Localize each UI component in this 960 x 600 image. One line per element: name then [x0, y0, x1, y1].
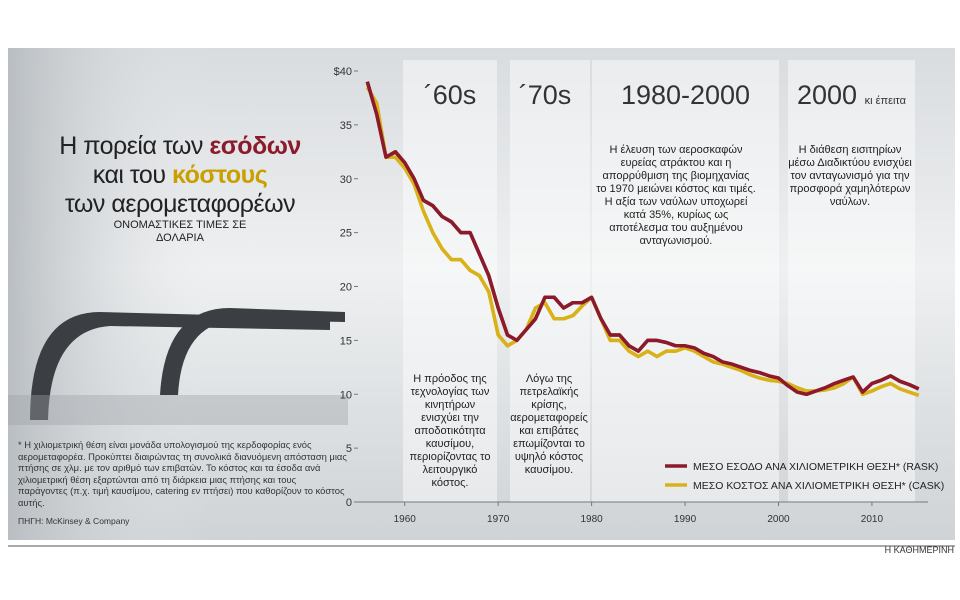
y-tick-label: 20	[340, 282, 352, 294]
title-text: κόστους	[171, 161, 268, 189]
series-line	[365, 81, 920, 397]
period-heading: 2000 κι έπειτα	[788, 80, 915, 111]
period-note: Η διάθεση εισιτηρίων μέσω Διαδικτύου ενι…	[788, 144, 912, 208]
x-tick-label: 2000	[767, 514, 790, 525]
x-tick-label: 1970	[487, 514, 510, 525]
period-heading-text: ´60s	[423, 80, 477, 110]
walkway	[8, 395, 348, 425]
y-tick-label: 25	[340, 228, 352, 240]
y-tick-label: 35	[340, 120, 352, 132]
period-heading-text: 1980-2000	[620, 80, 751, 110]
y-tick-label: 10	[340, 389, 352, 401]
period-heading: ´70s	[505, 80, 585, 111]
subtitle: ΟΝΟΜΑΣΤΙΚΕΣ ΤΙΜΕΣ ΣΕ ΔΟΛΑΡΙΑ	[113, 219, 247, 244]
x-tick-label: 1980	[580, 514, 603, 525]
y-tick-label: 30	[340, 174, 352, 186]
series-line	[365, 86, 920, 397]
period-note: Η έλευση των αεροσκαφών ευρείας ατράκτου…	[596, 144, 756, 247]
title: Η πορεία των εσόδων και του κόστους των αε…	[20, 132, 340, 219]
period-note: Η πρόοδος της τεχνολογίας των κινητήρων …	[409, 373, 491, 489]
title-text: εσόδων	[209, 132, 301, 160]
escalator	[30, 312, 330, 420]
period-band	[788, 60, 915, 502]
y-tick-label: 5	[346, 443, 352, 455]
source: ΠΗΓΗ: McKinsey & Company	[18, 516, 130, 526]
y-tick-label: 15	[340, 335, 352, 347]
period-note: Λόγω της πετρελαϊκής κρίσης, αερομεταφορ…	[510, 373, 588, 476]
footnote: * Η χιλιομετρική θέση είναι μονάδα υπολο…	[18, 439, 347, 508]
period-heading: 1980-2000	[592, 80, 779, 111]
x-tick-label: 2010	[861, 514, 884, 525]
period-subheading: κι έπειτα	[864, 95, 906, 107]
credit: Η ΚΑΘΗΜΕΡΙΝΗ	[884, 545, 954, 555]
period-heading: ´60s	[403, 80, 497, 111]
period-band	[510, 60, 590, 502]
y-tick-label: $40	[334, 66, 352, 78]
period-heading-text: 2000	[797, 80, 858, 110]
legend-label: ΜΕΣΟ ΕΣΟΔΟ ΑΝΑ ΧΙΛΙΟΜΕΤΡΙΚΗ ΘΕΣΗ* (RASK)	[693, 461, 938, 473]
period-band	[592, 60, 779, 502]
title-text: Η πορεία των	[59, 132, 203, 160]
y-tick-label: 0	[346, 497, 352, 509]
title-text: και του	[92, 161, 166, 189]
x-tick-label: 1960	[394, 514, 417, 525]
x-tick-label: 1990	[674, 514, 697, 525]
period-heading-text: ´70s	[518, 80, 572, 110]
legend-label: ΜΕΣΟ ΚΟΣΤΟΣ ΑΝΑ ΧΙΛΙΟΜΕΤΡΙΚΗ ΘΕΣΗ* (CASK…	[693, 480, 944, 492]
title-text: των αερομεταφορέων	[64, 190, 296, 218]
escalator	[160, 308, 345, 395]
photo-wall	[8, 48, 208, 540]
